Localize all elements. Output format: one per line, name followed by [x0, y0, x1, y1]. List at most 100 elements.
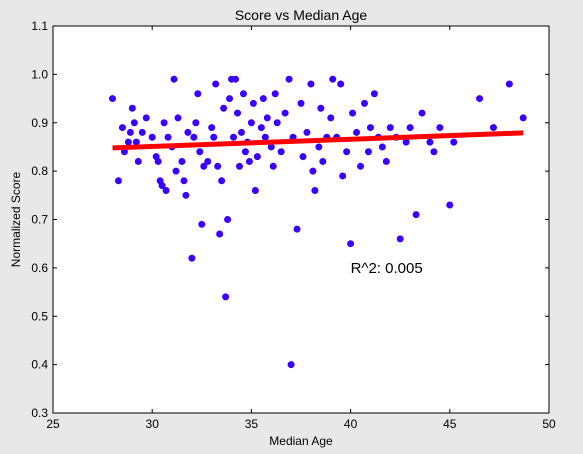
data-point [158, 182, 166, 190]
data-point [339, 172, 347, 180]
data-point [402, 138, 410, 146]
data-point [309, 167, 317, 175]
data-point [253, 153, 261, 161]
data-point [349, 109, 357, 117]
data-point [412, 211, 420, 219]
data-point [170, 75, 178, 83]
regression-line [112, 130, 524, 151]
data-point [109, 95, 117, 103]
data-point [174, 114, 182, 122]
data-point [222, 293, 230, 301]
data-point [194, 90, 202, 98]
y-tick-label: 0.7 [31, 213, 48, 227]
data-point [124, 138, 132, 146]
y-tick-label: 0.4 [31, 358, 48, 372]
data-point [263, 114, 271, 122]
data-point [257, 124, 265, 132]
data-point [311, 186, 319, 194]
data-point [190, 133, 198, 141]
data-point [370, 90, 378, 98]
y-tick-label: 0.5 [31, 309, 48, 323]
data-point [297, 99, 305, 107]
y-tick-label: 0.6 [31, 261, 48, 275]
data-point [196, 148, 204, 156]
data-point [418, 109, 426, 117]
data-point [307, 80, 315, 88]
data-point [450, 138, 458, 146]
axis-ticks [52, 25, 550, 414]
data-point [317, 104, 325, 112]
data-point [347, 240, 355, 248]
data-point [360, 99, 368, 107]
data-point [235, 162, 243, 170]
data-point [230, 133, 238, 141]
r-squared-annotation: R^2: 0.005 [351, 260, 423, 277]
x-tick-label: 25 [46, 417, 60, 431]
data-point [204, 157, 212, 165]
data-point [126, 128, 134, 136]
data-point [505, 80, 513, 88]
data-point [192, 119, 200, 127]
data-point [319, 157, 327, 165]
data-point [182, 191, 190, 199]
data-point [426, 138, 434, 146]
data-point [299, 153, 307, 161]
x-axis-label: Median Age [269, 434, 333, 448]
data-point [285, 75, 293, 83]
data-point [366, 124, 374, 132]
data-point [329, 75, 337, 83]
data-point [208, 124, 216, 132]
data-point [446, 201, 454, 209]
data-point [198, 220, 206, 228]
data-points [109, 75, 527, 369]
data-point [378, 143, 386, 151]
data-point [303, 128, 311, 136]
plot-area [52, 25, 550, 414]
data-point [267, 143, 275, 151]
data-point [214, 162, 222, 170]
x-tick-label: 30 [146, 417, 160, 431]
data-point [436, 124, 444, 132]
data-point [138, 128, 146, 136]
data-point [142, 114, 150, 122]
data-point [273, 119, 281, 127]
data-point [224, 216, 232, 223]
data-point [216, 230, 224, 238]
x-tick-label: 50 [542, 417, 556, 431]
data-point [406, 124, 414, 132]
data-point [357, 162, 365, 170]
data-point [118, 124, 126, 132]
data-point [430, 148, 438, 156]
data-point [132, 138, 140, 146]
data-point [247, 119, 255, 127]
x-tick-label: 45 [443, 417, 457, 431]
data-point [519, 114, 527, 122]
data-point [160, 119, 168, 127]
data-point [364, 148, 372, 156]
data-point [237, 128, 245, 136]
data-point [476, 95, 484, 103]
x-tick-label: 40 [344, 417, 358, 431]
data-point [315, 143, 323, 151]
data-point [128, 104, 136, 112]
y-tick-label: 1.0 [31, 67, 48, 81]
x-tick-label: 35 [245, 417, 259, 431]
data-point [293, 225, 301, 233]
data-point [200, 162, 208, 170]
data-point [134, 157, 142, 165]
data-point [287, 361, 295, 369]
data-point [396, 235, 404, 243]
data-point [277, 148, 285, 156]
data-point [210, 133, 218, 141]
data-point [245, 157, 253, 165]
data-point [114, 177, 122, 185]
data-point [259, 95, 267, 103]
data-point [251, 186, 259, 194]
data-point [249, 99, 257, 107]
data-point [271, 90, 279, 98]
data-point [269, 162, 277, 170]
data-point [218, 177, 226, 185]
data-point [281, 109, 289, 117]
